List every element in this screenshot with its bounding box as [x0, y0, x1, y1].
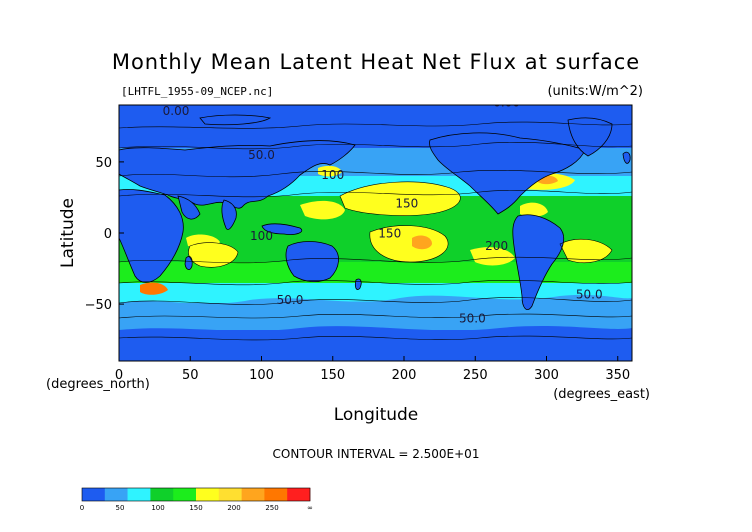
- patch-atlantic-north: [340, 181, 461, 216]
- colorbar-tick-label: 250: [265, 504, 278, 512]
- colorbar-swatch: [173, 488, 197, 501]
- x-tick-label: 0: [115, 368, 123, 383]
- contour-label: 100: [321, 168, 344, 182]
- patch-south-indian: [188, 242, 238, 268]
- colorbar-tick-label: 150: [189, 504, 202, 512]
- x-tick-label: 200: [392, 368, 417, 383]
- contour-line: [119, 189, 632, 198]
- chart-title: Monthly Mean Latent Heat Net Flux at sur…: [112, 50, 640, 74]
- colorbar-tick-label: ∞: [307, 504, 313, 512]
- contour-line: [119, 335, 632, 341]
- colorbar-swatch: [104, 488, 128, 501]
- source-file-label: [LHTFL_1955-09_NCEP.nc]: [121, 85, 273, 98]
- band-south-mid: [119, 283, 632, 303]
- x-tick-label: 350: [605, 368, 630, 383]
- contour-line: [119, 142, 632, 150]
- y-tick-label: 0: [104, 227, 112, 242]
- colorbar-swatch: [241, 488, 265, 501]
- contour-lines: [119, 121, 632, 341]
- x-tick-label: 50: [182, 368, 199, 383]
- land-arctic-islands: [199, 114, 272, 126]
- colorbar-frame: [81, 487, 311, 502]
- patch-pacific-central: [369, 225, 449, 262]
- contour-label: 50.0: [248, 148, 275, 162]
- y-tick-label: 50: [95, 156, 112, 171]
- land-europe-asia: [119, 140, 356, 209]
- x-axis-title: Longitude: [334, 405, 419, 425]
- x-unit-label: (degrees_east): [553, 387, 650, 402]
- contour-line: [559, 238, 613, 263]
- x-tick-label: 100: [249, 368, 274, 383]
- contour-label: 100: [250, 229, 273, 243]
- land-madagascar: [184, 256, 193, 270]
- colorbar-swatch: [287, 488, 311, 501]
- land-uk: [622, 151, 631, 164]
- patch-pacific-west: [300, 200, 345, 220]
- land-indonesia: [261, 223, 303, 235]
- x-tick-label: 150: [320, 368, 345, 383]
- contour-label: 150: [395, 196, 418, 210]
- colorbar-tick-label: 200: [227, 504, 240, 512]
- colorbar-tick-label: 0: [80, 504, 84, 512]
- y-unit-label: (degrees_north): [46, 377, 150, 392]
- land-arabia: [177, 195, 201, 220]
- colorbar-tick-label: 100: [151, 504, 164, 512]
- contour-labels: 0.00 0.00 50.0 100 150 100 150 200 50.0 50.0 50.0: [163, 95, 603, 326]
- colorbar: 0 50 100 150 200 250 ∞: [80, 487, 313, 512]
- x-tick-label: 250: [463, 368, 488, 383]
- colorbar-swatch: [264, 488, 288, 501]
- contour-label: 50.0: [459, 312, 486, 326]
- continents: [119, 114, 631, 310]
- plot-area: 0.00 0.00 50.0 100 150 100 150 200 50.0 50.0 50.0: [118, 95, 633, 362]
- y-tick-label: −50: [85, 298, 112, 313]
- colorbar-swatch: [82, 488, 106, 501]
- southern-ocean-edge: [119, 294, 632, 312]
- x-axis: 0 50 100 150 200 250 300 350: [115, 356, 630, 383]
- x-tick-label: 300: [534, 368, 559, 383]
- band-arctic: [119, 105, 632, 148]
- land-north-america: [429, 132, 586, 215]
- contour-label: 150: [378, 226, 401, 240]
- contour-line: [188, 242, 239, 268]
- contour-line: [119, 297, 632, 305]
- contour-line: [119, 256, 632, 264]
- contour-line: [119, 169, 632, 178]
- contour-label: 0.00: [493, 95, 520, 109]
- land-new-zealand: [354, 278, 362, 290]
- colorbar-swatch: [218, 488, 242, 501]
- colorbar-tick-label: 50: [116, 504, 125, 512]
- colorbar-swatch: [127, 488, 151, 501]
- patch-agulhas: [140, 282, 168, 295]
- y-axis: −50 0 50: [85, 156, 124, 313]
- colorbar-swatch: [150, 488, 174, 501]
- contour-label: 50.0: [277, 293, 304, 307]
- contour-line: [339, 181, 461, 216]
- contour-line: [119, 313, 632, 319]
- contour-line: [119, 121, 632, 129]
- contour-interval-label: CONTOUR INTERVAL = 2.500E+01: [273, 447, 480, 461]
- flux-field: 0.00 0.00 50.0 100 150 100 150 200 50.0 50.0 50.0: [119, 95, 632, 361]
- land-india: [221, 199, 237, 230]
- contour-label: 200: [485, 239, 508, 253]
- patch-caribbean: [520, 202, 548, 217]
- contour-line: [119, 279, 632, 286]
- land-south-america: [512, 214, 565, 310]
- patch-pacific-core: [412, 235, 432, 250]
- land-australia: [285, 241, 339, 282]
- contour-label: 0.00: [163, 104, 190, 118]
- patch-south-pacific-east: [470, 247, 515, 266]
- patch-kuroshio: [318, 165, 342, 177]
- contour-label: 50.0: [576, 287, 603, 301]
- y-axis-title: Latitude: [58, 198, 78, 268]
- contour-line: [369, 225, 449, 263]
- patch-south-atlantic: [560, 239, 612, 263]
- colorbar-swatch: [196, 488, 220, 501]
- band-south-subtropic: [119, 262, 632, 283]
- units-label: (units:W/m^2): [547, 84, 643, 99]
